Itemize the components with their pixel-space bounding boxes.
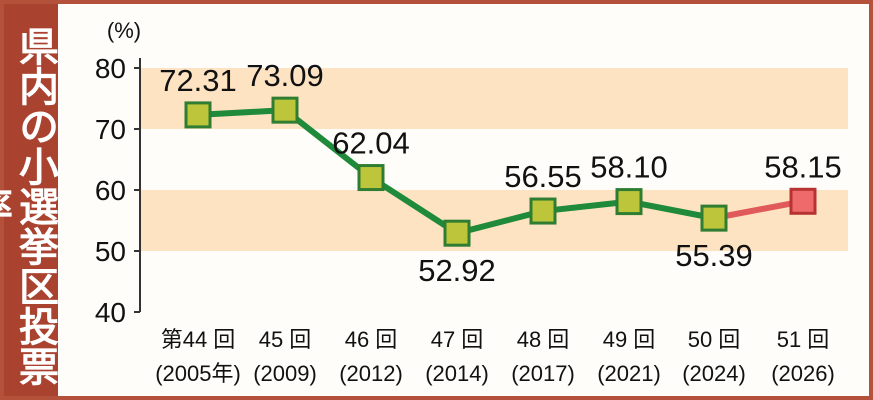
line-segment-0: [195, 107, 288, 118]
y-axis-unit: (%): [107, 18, 141, 43]
x-label-line1-0: 第44 回: [161, 327, 236, 352]
data-point-7: [789, 187, 817, 215]
x-label-line1-5: 49 回: [603, 327, 656, 352]
data-label-4: 56.55: [504, 159, 582, 194]
x-label-line2-3: (2014): [425, 361, 489, 386]
y-tick-label-60: 60: [95, 175, 126, 206]
data-point-1: [271, 96, 299, 124]
data-label-2: 62.04: [332, 126, 410, 161]
data-label-3: 52.92: [418, 253, 496, 288]
data-point-6: [700, 204, 728, 232]
x-label-line2-6: (2024): [682, 361, 746, 386]
y-tick-label-40: 40: [95, 297, 126, 328]
x-label-line1-4: 48 回: [517, 327, 570, 352]
data-label-1: 73.09: [246, 58, 324, 93]
band-50-60: [140, 190, 848, 251]
y-tick-label-80: 80: [95, 53, 126, 84]
data-label-6: 55.39: [675, 238, 753, 273]
y-tick-label-50: 50: [95, 236, 126, 267]
line-segment-1: [282, 107, 374, 181]
line-segment-3: [454, 208, 546, 237]
line-segment-2: [368, 174, 460, 237]
x-label-line2-0: (2005年): [155, 361, 241, 386]
data-point-2: [357, 164, 385, 192]
x-label-line1-6: 50 回: [688, 327, 741, 352]
x-label-line1-2: 46 回: [345, 327, 398, 352]
data-label-0: 72.31: [159, 63, 237, 98]
x-label-line2-7: (2026): [771, 361, 835, 386]
x-label-line1-1: 45 回: [259, 327, 312, 352]
x-label-line2-2: (2012): [339, 361, 403, 386]
data-point-5: [615, 188, 643, 216]
data-label-7: 58.15: [764, 149, 842, 184]
data-point-3: [443, 219, 471, 247]
chart-title: 県内の小選挙区投票率: [0, 26, 58, 386]
x-label-line2-1: (2009): [253, 361, 317, 386]
y-tick-label-70: 70: [95, 114, 126, 145]
x-label-line2-4: (2017): [511, 361, 575, 386]
x-label-line1-3: 47 回: [431, 327, 484, 352]
line-segment-5: [626, 198, 717, 222]
band-70-80: [140, 68, 848, 129]
data-point-0: [184, 101, 212, 129]
line-segment-4: [540, 198, 632, 215]
title-bar: 県内の小選挙区投票率: [0, 4, 58, 396]
data-label-5: 58.10: [590, 150, 668, 185]
x-label-line2-5: (2021): [597, 361, 661, 386]
data-point-4: [529, 197, 557, 225]
line-segment-6: [711, 198, 806, 222]
x-label-line1-7: 51 回: [777, 327, 830, 352]
